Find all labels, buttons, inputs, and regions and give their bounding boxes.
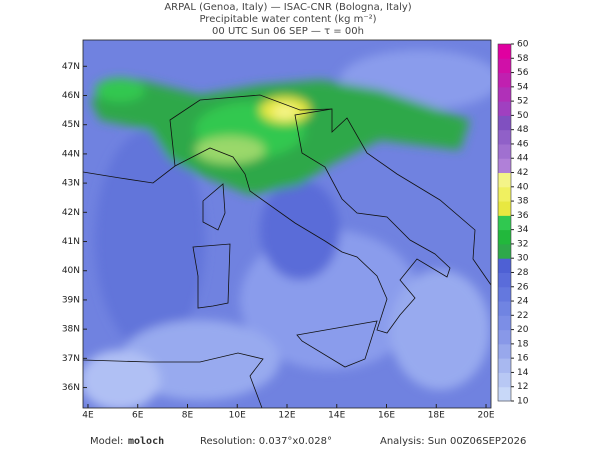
colorbar-label: 30 [517,254,529,264]
colorbar-swatch [498,286,511,302]
colorbar-label: 44 [517,154,529,164]
y-tick-label: 46N [62,91,80,101]
colorbar-label: 12 [517,382,528,392]
colorbar-swatch [498,201,511,216]
colorbar-swatch [498,258,511,273]
y-tick-label: 44N [62,149,80,159]
colorbar-swatch [498,329,511,345]
y-tick-label: 41N [62,237,80,247]
x-tick-label: 12E [278,411,295,421]
colorbar-label: 28 [517,268,529,278]
colorbar-label: 52 [517,97,528,107]
y-tick-label: 39N [62,295,80,305]
footer-resolution: Resolution: 0.037°x0.028° [200,436,332,447]
x-tick-label: 6E [132,411,144,421]
x-tick-label: 14E [328,411,345,421]
x-tick-label: 4E [82,411,94,421]
y-tick-label: 45N [62,120,80,130]
colorbar-label: 24 [517,297,529,307]
colorbar-swatch [498,158,511,174]
colorbar-label: 56 [517,68,529,78]
colorbar-swatch [498,186,511,202]
title-line: 00 UTC Sun 06 SEP — τ = 00h [212,26,364,37]
colorbar-label: 40 [517,182,529,192]
y-tick-label: 37N [62,354,80,364]
colorbar-label: 38 [517,197,529,207]
colorbar-swatch [498,301,511,316]
colorbar-swatch [498,343,511,359]
colorbar-label: 22 [517,311,528,321]
colorbar-swatch [498,243,511,259]
colorbar-label: 50 [517,111,529,121]
colorbar-swatch [498,215,511,231]
colorbar-swatch [498,229,511,245]
colorbar-label: 46 [517,139,529,149]
y-tick-label: 42N [62,208,80,218]
colorbar-label: 58 [517,54,529,64]
colorbar-label: 10 [517,397,529,407]
colorbar-label: 20 [517,325,529,335]
x-tick-label: 8E [182,411,194,421]
y-tick-label: 47N [62,62,80,72]
colorbar-swatch [498,115,511,131]
x-tick-label: 20E [477,411,494,421]
x-tick-label: 18E [428,411,445,421]
footer-label: Model: [90,436,123,447]
colorbar-swatch [498,143,511,159]
colorbar-label: 36 [517,211,529,221]
colorbar-label: 14 [517,368,529,378]
colorbar-swatch [498,86,511,102]
y-tick-label: 36N [62,383,80,393]
colorbar-swatch [498,72,511,88]
colorbar-label: 26 [517,282,529,292]
title-line: Precipitable water content (kg m⁻²) [199,14,376,25]
footer-analysis: Analysis: Sun 00Z06SEP2026 [380,436,526,447]
colorbar-label: 34 [517,225,529,235]
colorbar-label: 18 [517,339,529,349]
y-tick-label: 40N [62,266,80,276]
colorbar-label: 54 [517,82,529,92]
colorbar-swatch [498,315,511,331]
colorbar-frame [497,43,512,402]
colorbar-label: 60 [517,40,529,50]
colorbar-swatch [498,172,511,188]
colorbar-swatch [498,272,511,288]
colorbar-swatch [498,372,511,388]
colorbar-swatch [498,101,511,116]
y-tick-label: 38N [62,325,80,335]
colorbar-label: 42 [517,168,528,178]
colorbar-swatch [498,386,511,402]
colorbar-swatch [498,358,511,373]
x-tick-label: 10E [229,411,246,421]
colorbar-swatch [498,58,511,74]
colorbar-label: 32 [517,239,528,249]
colorbar-swatch [498,44,511,59]
x-tick-label: 16E [378,411,395,421]
footer-model: moloch [128,436,164,447]
colorbar-label: 16 [517,354,529,364]
map [83,40,491,408]
title-line: ARPAL (Genoa, Italy) — ISAC-CNR (Bologna… [164,2,411,13]
colorbar-swatch [498,129,511,145]
colorbar-label: 48 [517,125,529,135]
y-tick-label: 43N [62,179,80,189]
